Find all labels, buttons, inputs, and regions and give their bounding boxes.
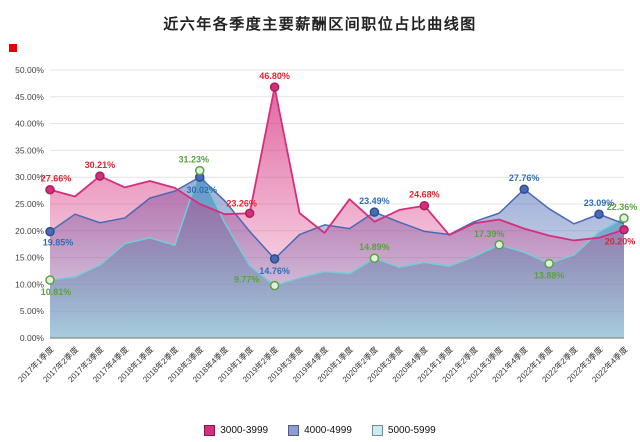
svg-text:10.00%: 10.00%: [15, 279, 44, 289]
svg-text:24.68%: 24.68%: [409, 190, 440, 200]
svg-text:0.00%: 0.00%: [20, 333, 45, 343]
svg-text:30.00%: 30.00%: [15, 172, 44, 182]
svg-text:35.00%: 35.00%: [15, 145, 44, 155]
legend-label-3000-3999: 3000-3999: [220, 425, 269, 436]
svg-text:30.02%: 30.02%: [186, 185, 217, 195]
svg-text:17.39%: 17.39%: [474, 229, 505, 239]
svg-text:22.36%: 22.36%: [607, 202, 638, 212]
svg-text:19.85%: 19.85%: [43, 238, 74, 248]
svg-text:15.00%: 15.00%: [15, 253, 44, 263]
svg-text:9.77%: 9.77%: [234, 275, 260, 285]
svg-text:46.80%: 46.80%: [259, 71, 290, 81]
svg-text:27.66%: 27.66%: [41, 174, 72, 184]
svg-text:25.00%: 25.00%: [15, 199, 44, 209]
legend-item-5000-5999: 5000-5999: [371, 425, 436, 436]
svg-text:50.00%: 50.00%: [15, 65, 44, 75]
legend-item-3000-3999: 3000-3999: [204, 425, 268, 436]
svg-text:40.00%: 40.00%: [15, 119, 44, 129]
svg-text:31.23%: 31.23%: [178, 155, 209, 165]
chart-title: 近六年各季度主要薪酬区间职位占比曲线图: [163, 16, 477, 33]
svg-text:5.00%: 5.00%: [20, 306, 45, 316]
svg-text:13.88%: 13.88%: [534, 271, 565, 281]
legend-label-4000-4999: 4000-4999: [304, 425, 352, 436]
svg-text:23.09%: 23.09%: [584, 198, 615, 208]
legend-swatch-4000-4999: [288, 425, 300, 436]
svg-text:20.20%: 20.20%: [605, 237, 636, 247]
legend-swatch-5000-5999: [371, 425, 383, 436]
legend-swatch-3000-3999: [204, 425, 216, 436]
svg-text:20.00%: 20.00%: [15, 226, 44, 236]
svg-text:23.49%: 23.49%: [359, 196, 390, 206]
svg-text:10.81%: 10.81%: [41, 287, 72, 297]
svg-text:27.76%: 27.76%: [509, 173, 540, 183]
svg-text:23.26%: 23.26%: [226, 198, 257, 208]
svg-text:45.00%: 45.00%: [15, 92, 44, 102]
legend-label-5000-5999: 5000-5999: [387, 425, 436, 436]
corner-marker: [9, 44, 17, 52]
legend-item-4000-4999: 4000-4999: [288, 425, 352, 436]
svg-text:14.76%: 14.76%: [259, 266, 290, 276]
legend: 3000-3999 4000-4999 5000-5999: [0, 425, 640, 436]
svg-text:14.89%: 14.89%: [359, 242, 390, 252]
svg-text:30.21%: 30.21%: [85, 160, 116, 170]
